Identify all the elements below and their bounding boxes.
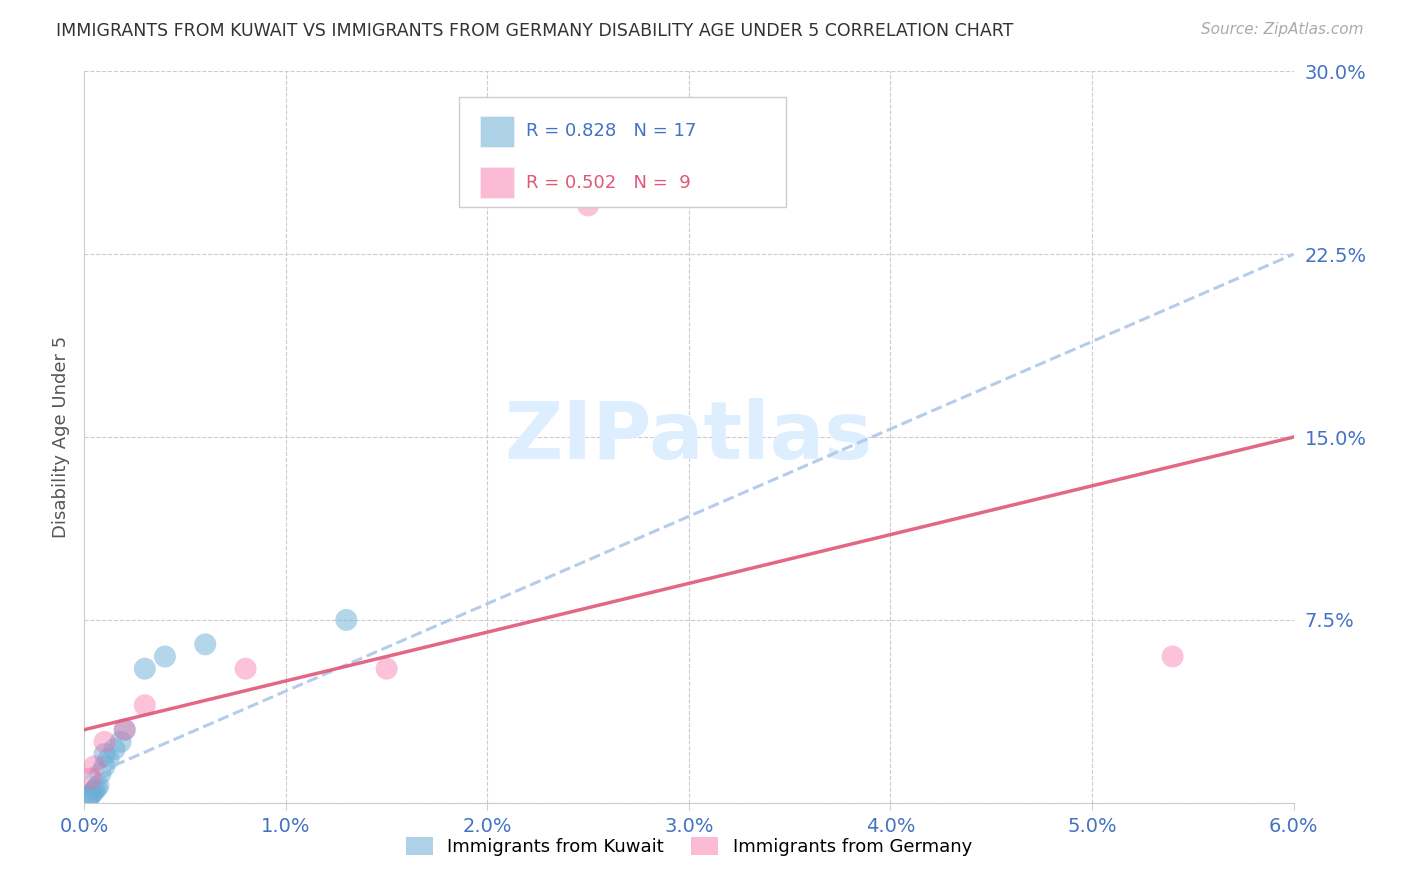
Point — [97, 752, 120, 766]
Point — [83, 783, 105, 797]
FancyBboxPatch shape — [479, 167, 513, 198]
Point — [576, 198, 599, 212]
Point — [104, 742, 127, 756]
Point — [114, 723, 136, 737]
Point — [77, 791, 100, 805]
Point — [153, 649, 176, 664]
Text: IMMIGRANTS FROM KUWAIT VS IMMIGRANTS FROM GERMANY DISABILITY AGE UNDER 5 CORRELA: IMMIGRANTS FROM KUWAIT VS IMMIGRANTS FRO… — [56, 22, 1014, 40]
Point — [86, 781, 108, 796]
Point — [335, 613, 357, 627]
Point — [194, 637, 217, 651]
Text: Source: ZipAtlas.com: Source: ZipAtlas.com — [1201, 22, 1364, 37]
Point — [83, 759, 105, 773]
Point — [114, 723, 136, 737]
Text: R = 0.828   N = 17: R = 0.828 N = 17 — [526, 122, 696, 140]
Point — [1161, 649, 1184, 664]
Legend: Immigrants from Kuwait, Immigrants from Germany: Immigrants from Kuwait, Immigrants from … — [399, 830, 979, 863]
Y-axis label: Disability Age Under 5: Disability Age Under 5 — [52, 336, 70, 538]
Point — [93, 759, 115, 773]
Text: ZIPatlas: ZIPatlas — [505, 398, 873, 476]
Point — [110, 735, 132, 749]
FancyBboxPatch shape — [479, 116, 513, 146]
Point — [82, 786, 104, 800]
Text: R = 0.502   N =  9: R = 0.502 N = 9 — [526, 174, 690, 192]
Point — [79, 789, 101, 803]
Point — [134, 698, 156, 713]
Point — [93, 747, 115, 761]
Point — [93, 735, 115, 749]
Point — [87, 779, 110, 793]
Point — [134, 662, 156, 676]
Point — [89, 766, 111, 780]
FancyBboxPatch shape — [460, 97, 786, 207]
Point — [375, 662, 398, 676]
Point — [235, 662, 257, 676]
Point — [79, 772, 101, 786]
